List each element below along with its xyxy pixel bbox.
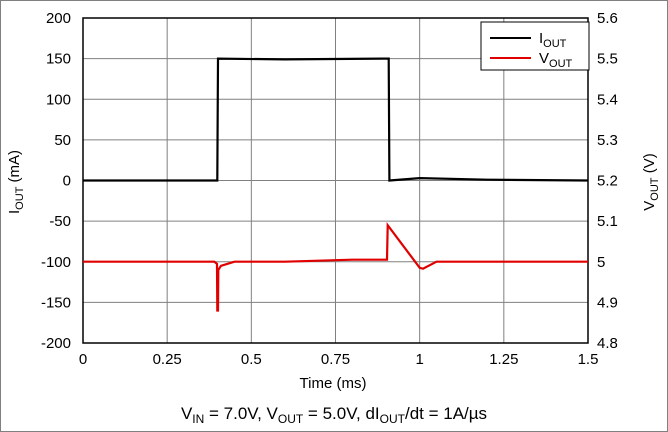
x-tick-label: 1.25 [489, 351, 518, 368]
y-right-tick-label: 5.1 [597, 213, 618, 230]
x-tick-label: 0 [79, 351, 87, 368]
y-left-axis-label: IOUT (mA) [6, 150, 26, 214]
x-axis-label: Time (ms) [300, 375, 367, 392]
y-right-tick-label: 4.8 [597, 335, 618, 352]
y-right-tick-label: 5.5 [597, 51, 618, 68]
y-left-tick-label: 150 [46, 51, 71, 68]
legend-label-vout: VOUT [539, 50, 573, 70]
y-right-tick-label: 5.2 [597, 173, 618, 190]
y-right-tick-label: 4.9 [597, 294, 618, 311]
y-right-tick-label: 5.3 [597, 132, 618, 149]
y-right-axis-label: VOUT (V) [641, 153, 661, 210]
y-left-tick-label: -150 [41, 294, 71, 311]
series-line-iout [83, 57, 589, 182]
x-tick-labels: 0 0.25 0.5 0.75 1 1.25 1.5 [79, 351, 599, 368]
y-left-tick-label: 50 [54, 132, 71, 149]
x-tick-label: 1 [415, 351, 423, 368]
y-right-tick-label: 5 [597, 254, 605, 271]
y-right-tick-label: 5.4 [597, 91, 618, 108]
y-left-tick-label: 0 [63, 173, 71, 190]
legend: IOUT VOUT [480, 21, 590, 71]
y-left-tick-label: 100 [46, 91, 71, 108]
x-tick-label: 0.75 [321, 351, 350, 368]
y-left-tick-labels: 200 150 100 50 0 -50 -100 -150 -200 [41, 10, 71, 352]
y-left-tick-label: 200 [46, 10, 71, 27]
legend-label-iout: IOUT [539, 30, 567, 50]
x-tick-label: 1.5 [578, 351, 599, 368]
legend-box [480, 21, 590, 71]
x-tick-label: 0.5 [241, 351, 262, 368]
y-left-tick-label: -200 [41, 335, 71, 352]
y-right-tick-label: 5.6 [597, 10, 618, 27]
series-line-vout [83, 221, 588, 312]
y-right-tick-labels: 5.6 5.5 5.4 5.3 5.2 5.1 5 4.9 4.8 [597, 10, 618, 352]
y-left-tick-label: -100 [41, 254, 71, 271]
x-tick-label: 0.25 [153, 351, 182, 368]
chart-caption: VIN = 7.0V, VOUT = 5.0V, dIOUT/dt = 1A/µ… [181, 404, 487, 426]
y-left-tick-label: -50 [49, 213, 71, 230]
series-lines [83, 57, 589, 312]
